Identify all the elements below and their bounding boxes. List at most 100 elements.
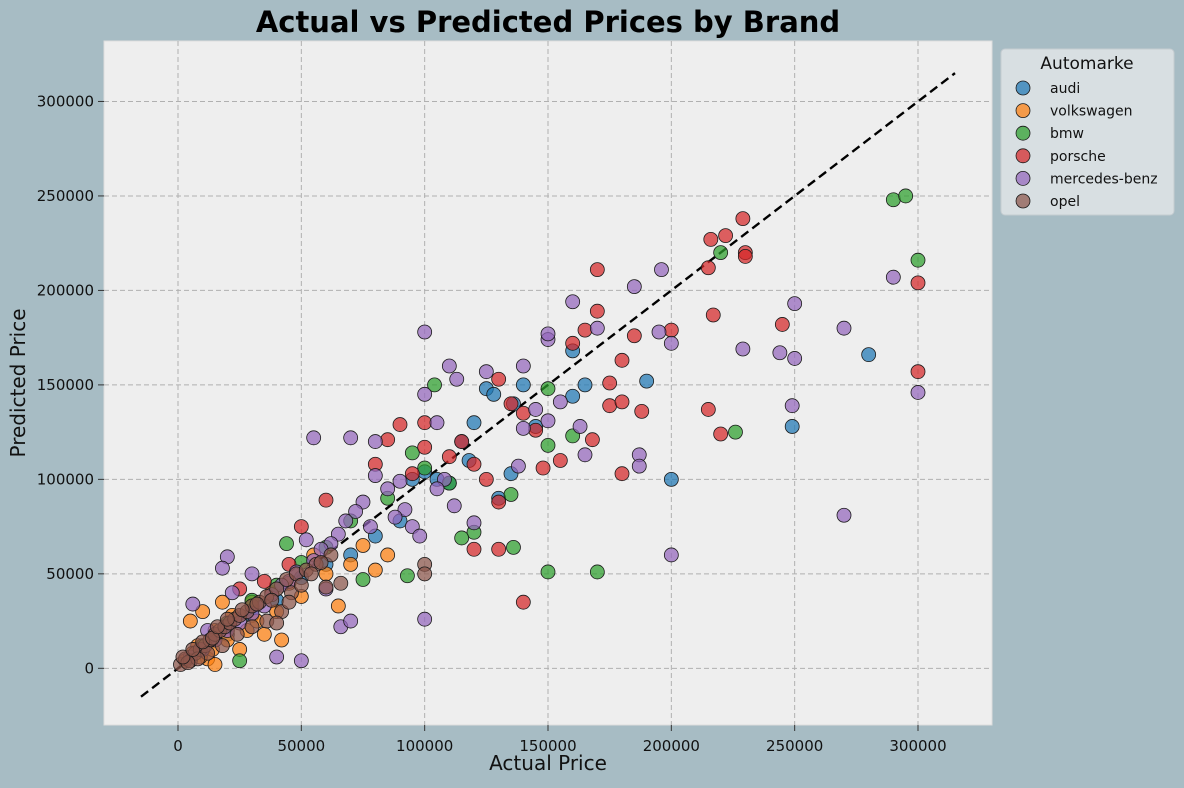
- series-bmw: [195, 188, 926, 669]
- data-point: [589, 262, 605, 278]
- data-point: [535, 460, 551, 476]
- data-point: [449, 371, 465, 387]
- legend-item-porsche: porsche: [1015, 148, 1106, 165]
- data-point: [446, 498, 462, 514]
- data-point: [728, 424, 743, 440]
- data-point: [663, 322, 679, 338]
- data-point: [303, 566, 319, 582]
- legend-label: volkswagen: [1050, 104, 1133, 120]
- data-point: [784, 419, 800, 434]
- legend-marker: [1015, 193, 1031, 209]
- data-point: [540, 564, 556, 580]
- data-point: [910, 364, 926, 380]
- data-point: [515, 377, 531, 393]
- data-point: [392, 417, 408, 432]
- data-point: [417, 324, 433, 340]
- data-point: [651, 324, 667, 340]
- data-point: [705, 307, 721, 323]
- data-point: [836, 320, 852, 336]
- series-porsche: [232, 211, 926, 610]
- data-point: [232, 653, 248, 669]
- data-point: [274, 632, 290, 648]
- data-point: [602, 375, 618, 391]
- data-point: [195, 604, 211, 620]
- legend-item-audi: audi: [1015, 80, 1080, 97]
- legend-item-volkswagen: volkswagen: [1015, 103, 1133, 120]
- data-point: [412, 528, 428, 544]
- x-tick-label: 150000: [519, 737, 576, 755]
- data-point: [528, 422, 544, 438]
- data-point: [491, 541, 507, 557]
- y-tick-label: 250000: [37, 187, 94, 205]
- points-layer: [173, 188, 926, 672]
- data-point: [417, 386, 433, 402]
- data-point: [333, 575, 349, 591]
- legend-box: [1000, 48, 1175, 216]
- data-point: [885, 269, 901, 285]
- y-tick-label: 0: [84, 659, 94, 677]
- data-point: [787, 351, 803, 366]
- data-point: [355, 538, 371, 553]
- data-point: [589, 564, 605, 580]
- data-point: [700, 402, 716, 417]
- data-point: [441, 449, 457, 465]
- data-point: [552, 394, 568, 410]
- data-point: [466, 541, 482, 557]
- legend-label: mercedes-benz: [1050, 171, 1158, 187]
- data-point: [214, 594, 230, 610]
- x-tick-label: 250000: [766, 737, 823, 755]
- data-point: [577, 447, 593, 463]
- data-point: [540, 437, 556, 453]
- data-point: [281, 594, 297, 610]
- chart-title: Actual vs Predicted Prices by Brand: [256, 5, 840, 39]
- data-point: [298, 532, 314, 548]
- legend-item-mercedes-benz: mercedes-benz: [1015, 170, 1158, 187]
- data-point: [735, 211, 751, 227]
- data-point: [910, 275, 926, 291]
- data-point: [380, 432, 396, 448]
- data-point: [417, 611, 433, 627]
- data-point: [713, 426, 729, 442]
- data-point: [565, 335, 581, 351]
- data-point: [466, 415, 482, 431]
- legend-item-opel: opel: [1015, 193, 1080, 210]
- data-point: [397, 502, 413, 517]
- data-point: [182, 613, 198, 629]
- data-point: [466, 515, 482, 531]
- data-point: [441, 358, 457, 374]
- data-point: [367, 434, 383, 449]
- data-point: [506, 539, 521, 555]
- data-point: [528, 402, 544, 417]
- legend-marker: [1015, 103, 1031, 118]
- data-point: [387, 509, 403, 525]
- data-point: [663, 547, 679, 563]
- y-tick-label: 300000: [37, 92, 94, 110]
- legend-marker: [1015, 170, 1031, 186]
- data-point: [185, 596, 201, 612]
- data-point: [626, 328, 642, 344]
- data-point: [713, 245, 729, 261]
- data-point: [503, 487, 519, 502]
- data-point: [703, 231, 719, 247]
- data-point: [244, 566, 260, 582]
- data-point: [898, 188, 914, 204]
- y-axis-label: Predicted Price: [6, 308, 30, 457]
- y-tick-label: 50000: [46, 565, 94, 583]
- x-tick-label: 50000: [277, 737, 325, 755]
- data-point: [355, 572, 371, 587]
- data-point: [214, 560, 230, 576]
- data-point: [429, 415, 445, 431]
- data-point: [565, 294, 581, 310]
- legend-marker: [1015, 125, 1031, 141]
- data-point: [735, 341, 751, 357]
- data-point: [511, 458, 526, 474]
- data-point: [269, 615, 285, 631]
- legend-label: porsche: [1050, 149, 1106, 165]
- data-point: [772, 345, 788, 361]
- y-tick-label: 200000: [37, 281, 94, 299]
- legend-item-bmw: bmw: [1015, 125, 1084, 142]
- data-point: [404, 445, 420, 461]
- data-point: [836, 507, 852, 523]
- data-point: [577, 377, 593, 393]
- data-point: [478, 471, 494, 487]
